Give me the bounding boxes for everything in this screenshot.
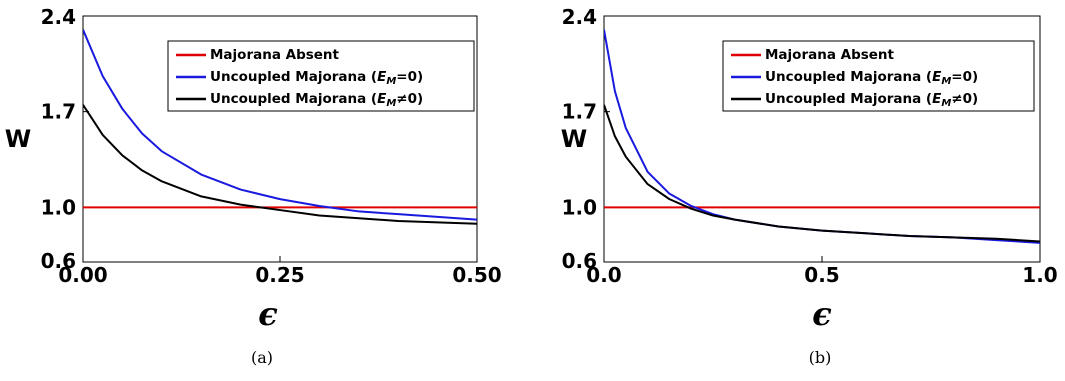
y-tick-label: 1.7 — [41, 100, 76, 124]
legend-em-symbol: E — [932, 69, 942, 85]
legend-entry-label: Uncoupled Majorana (EM≠0) — [210, 91, 423, 109]
panel-caption: (a) — [251, 348, 273, 367]
legend-text: ≠0) — [396, 91, 423, 107]
uncoupled-em0-line — [83, 29, 477, 221]
legend-entry-label: Majorana Absent — [765, 47, 895, 63]
legend-box — [722, 40, 1035, 112]
legend-entry-label: Uncoupled Majorana (EM=0) — [765, 69, 978, 87]
x-tick-label: 0.50 — [452, 263, 501, 287]
legend-entry-label: Uncoupled Majorana (EM=0) — [210, 69, 423, 87]
legend-box — [167, 40, 475, 112]
y-tick-label: 2.4 — [41, 5, 76, 29]
legend-entry-label: Uncoupled Majorana (EM≠0) — [765, 91, 978, 109]
legend-text: Majorana Absent — [210, 47, 340, 63]
x-tick-label: 1.0 — [1022, 263, 1057, 287]
y-tick-label: 0.6 — [41, 249, 76, 273]
legend-entry-label: Majorana Absent — [210, 47, 340, 63]
uncoupled-emneq0-line — [604, 104, 1040, 243]
x-axis-label: ϵ — [258, 295, 277, 333]
legend-text: =0) — [951, 69, 978, 85]
chart-panel-b: 0.6 1.0 1.7 2.4 0.0 0.5 1.0 Wϵ Majorana Absent Un… — [561, 5, 1058, 367]
y-tick-label: 1.0 — [562, 195, 597, 219]
uncoupled-emneq0-line — [83, 104, 477, 225]
y-tick-label: 0.6 — [562, 249, 597, 273]
legend-text: ≠0) — [951, 91, 978, 107]
legend-text: Uncoupled Majorana ( — [765, 91, 932, 107]
y-tick-label: 1.7 — [562, 100, 597, 124]
legend-text: Majorana Absent — [765, 47, 895, 63]
panel-caption: (b) — [809, 348, 832, 367]
legend-em-subscript: M — [941, 98, 951, 109]
legend-text: Uncoupled Majorana ( — [210, 91, 377, 107]
x-tick-label: 0.5 — [804, 263, 839, 287]
legend-em-subscript: M — [941, 76, 951, 87]
legend-em-symbol: E — [377, 91, 387, 107]
x-axis-label: ϵ — [812, 295, 831, 333]
y-tick-label: 1.0 — [41, 195, 76, 219]
legend-em-symbol: E — [377, 69, 387, 85]
y-tick-label: 2.4 — [562, 5, 597, 29]
x-tick-label: 0.25 — [255, 263, 304, 287]
legend-text: Uncoupled Majorana ( — [765, 69, 932, 85]
legend-text: =0) — [396, 69, 423, 85]
y-axis-label: W — [561, 125, 587, 153]
chart-panel-a: 0.6 1.0 1.7 2.4 0.00 0.25 0.50 Wϵ Majorana Absen… — [5, 5, 502, 367]
x-tick-label: 0.00 — [58, 263, 107, 287]
x-tick-label: 0.0 — [586, 263, 621, 287]
legend-em-subscript: M — [386, 98, 396, 109]
legend-text: Uncoupled Majorana ( — [210, 69, 377, 85]
y-axis-label: W — [5, 125, 31, 153]
legend-em-symbol: E — [932, 91, 942, 107]
legend-em-subscript: M — [386, 76, 396, 87]
